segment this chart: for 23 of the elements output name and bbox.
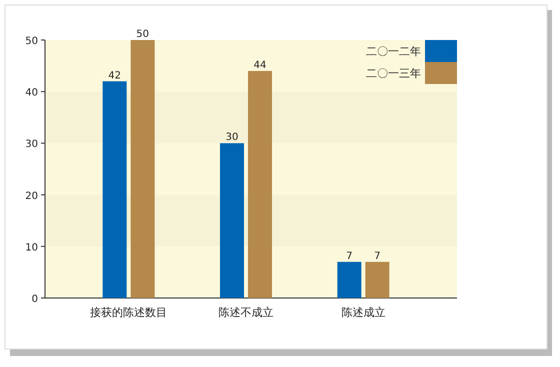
bar [220,143,244,298]
data-label: 7 [374,250,381,262]
bar [102,81,127,298]
data-label: 50 [136,29,150,40]
data-label: 42 [108,70,122,82]
bar [337,262,362,298]
data-label: 7 [346,250,353,262]
y-tick-label: 50 [25,36,38,47]
legend-label: 二〇一三年 [366,67,421,80]
y-tick-label: 40 [25,88,38,99]
y-tick-label: 0 [32,294,38,305]
x-tick-label: 陈述成立 [341,306,386,319]
data-label: 30 [226,132,238,144]
data-label: 44 [254,60,266,71]
y-tick-label: 20 [25,190,38,202]
x-tick-label: 陈述不成立 [218,306,274,319]
legend-label: 二〇一二年 [366,45,421,58]
bar [130,40,155,298]
bar [248,70,272,298]
y-tick-label: 10 [25,242,38,254]
x-tick-label: 接获的陈述数目 [90,306,168,319]
bar [365,262,390,298]
y-tick-label: 30 [25,139,38,150]
